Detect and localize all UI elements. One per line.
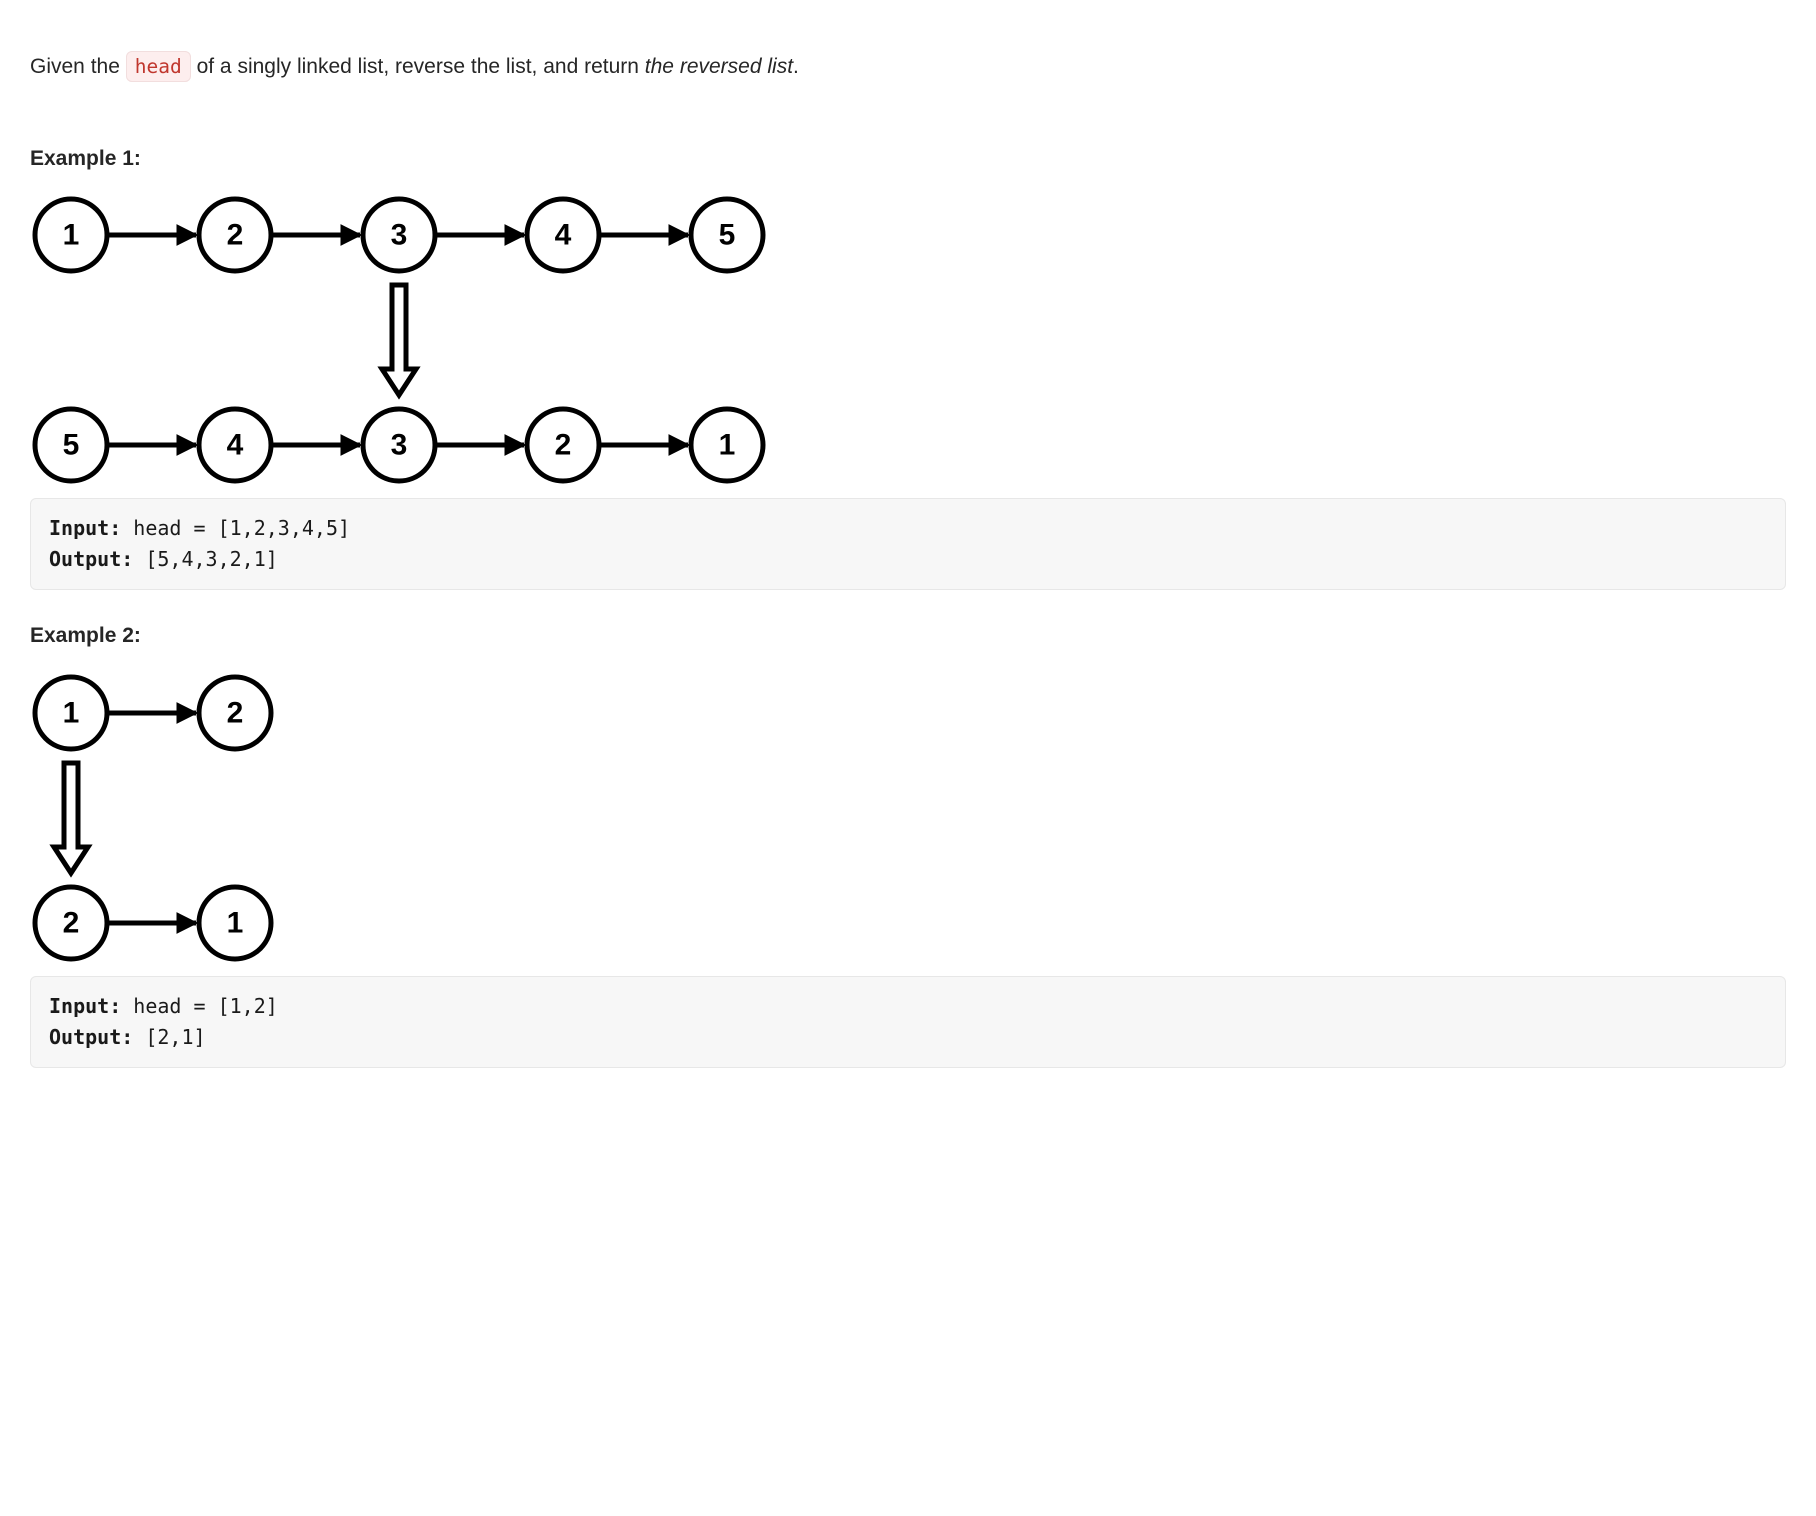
example1-diagram: 1 2 3 4 5 5 4 3 2 1	[30, 194, 1786, 492]
list-node-label: 1	[719, 429, 736, 462]
example2-heading: Example 2:	[30, 620, 1786, 652]
list-node-label: 4	[555, 219, 572, 252]
example1-input-text: head = [1,2,3,4,5]	[121, 516, 350, 540]
list-node-label: 2	[63, 906, 80, 939]
list-node-label: 3	[391, 429, 408, 462]
list-node-label: 2	[555, 429, 572, 462]
example2-diagram: 1 2 2 1	[30, 672, 1786, 970]
text-post: of a singly linked list, reverse the lis…	[197, 55, 645, 78]
linked-list-svg: 1 2 2 1	[30, 672, 276, 970]
example2-codeblock: Input: head = [1,2] Output: [2,1]	[30, 976, 1786, 1068]
example2-input-label: Input:	[49, 994, 121, 1018]
example1-output-label: Output:	[49, 547, 133, 571]
list-node-label: 5	[63, 429, 80, 462]
example1-input-label: Input:	[49, 516, 121, 540]
list-node-label: 2	[227, 696, 244, 729]
text-trail: .	[793, 55, 799, 78]
list-node-label: 1	[227, 906, 244, 939]
list-node-label: 1	[63, 219, 80, 252]
list-node-label: 1	[63, 696, 80, 729]
linked-list-svg: 1 2 3 4 5 5 4 3 2 1	[30, 194, 768, 492]
text-italic: the reversed list	[645, 55, 793, 78]
example1-codeblock: Input: head = [1,2,3,4,5] Output: [5,4,3…	[30, 498, 1786, 590]
list-node-label: 2	[227, 219, 244, 252]
list-node-label: 4	[227, 429, 244, 462]
list-node-label: 3	[391, 219, 408, 252]
example2-output-text: [2,1]	[133, 1025, 205, 1049]
inline-code-head: head	[126, 51, 191, 82]
text-pre: Given the	[30, 55, 126, 78]
problem-statement: Given the head of a singly linked list, …	[30, 51, 1786, 83]
example2-input-text: head = [1,2]	[121, 994, 278, 1018]
example1-heading: Example 1:	[30, 143, 1786, 175]
down-arrow-icon	[54, 763, 88, 873]
list-node-label: 5	[719, 219, 736, 252]
example1-output-text: [5,4,3,2,1]	[133, 547, 278, 571]
down-arrow-icon	[382, 285, 416, 395]
example2-output-label: Output:	[49, 1025, 133, 1049]
